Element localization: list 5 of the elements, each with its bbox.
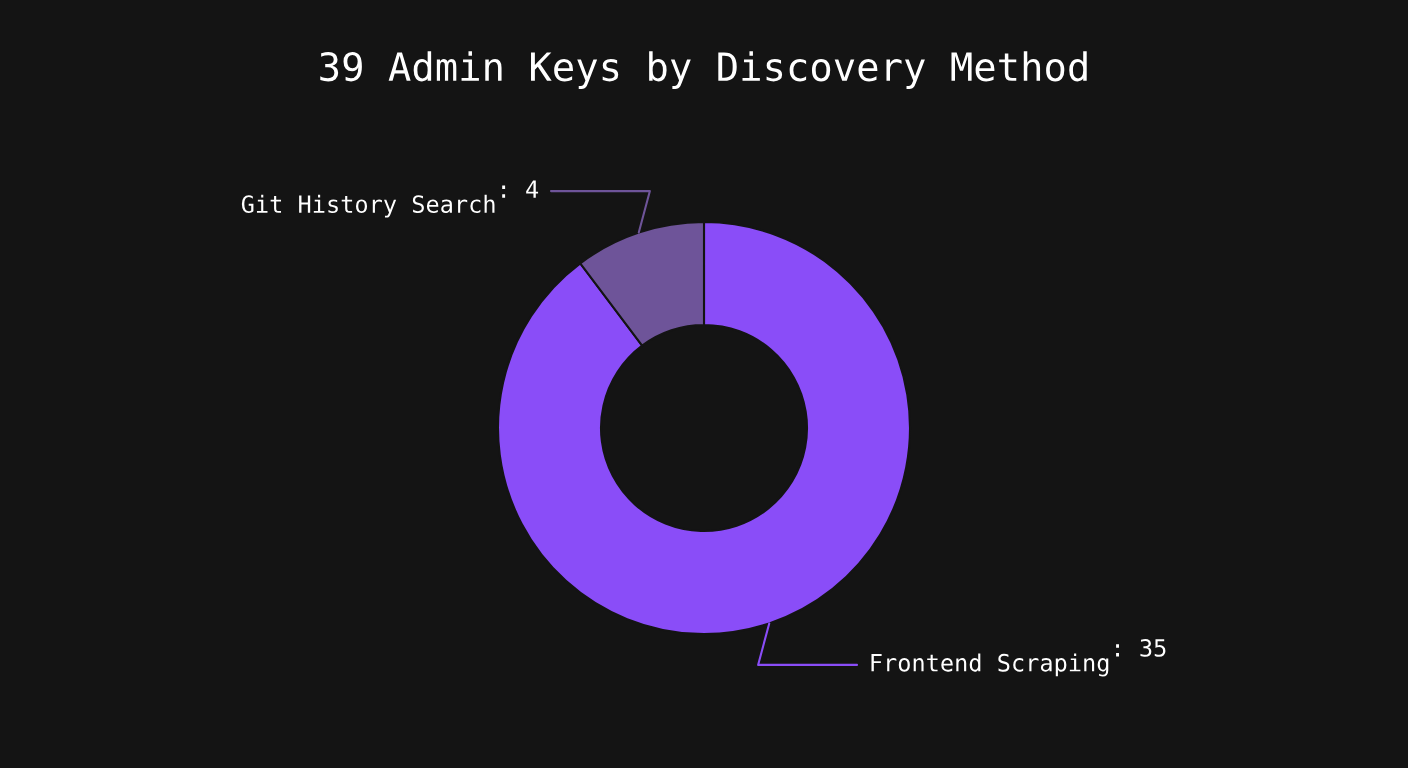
data-label: : 35 <box>1116 638 1166 657</box>
slice-label: Frontend Scraping <box>871 653 1109 677</box>
chart-title: 39 Admin Keys by Discovery Method <box>320 51 1087 89</box>
data-label: : 4 <box>502 180 539 198</box>
slice-label: Git History Search <box>241 194 495 218</box>
